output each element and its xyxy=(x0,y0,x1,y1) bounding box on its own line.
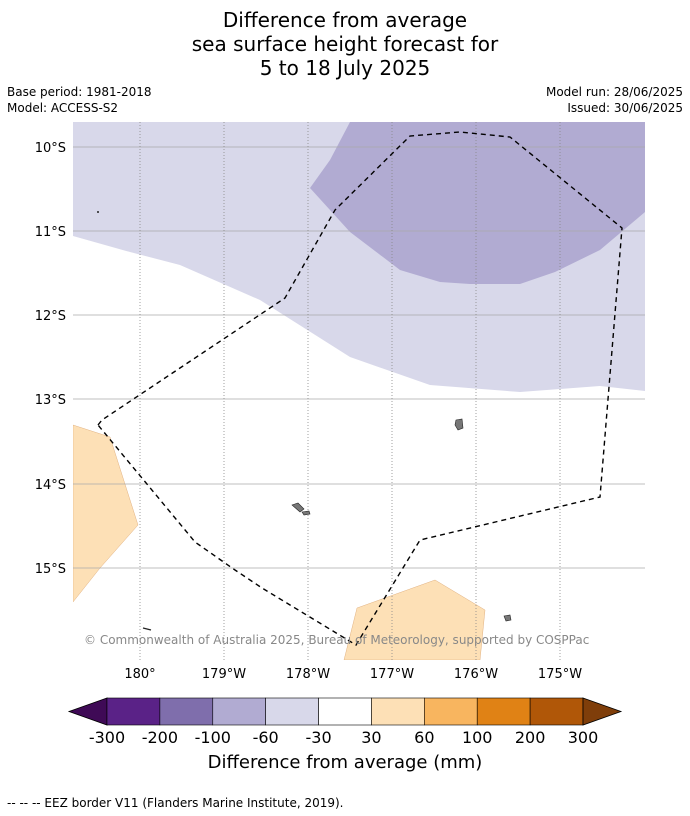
latitude-label: 13°S xyxy=(35,393,66,408)
longitude-label: 176°W xyxy=(454,667,498,682)
latitude-label: 14°S xyxy=(35,478,66,493)
longitude-label: 178°W xyxy=(286,667,330,682)
model-run: Model run: 28/06/2025 xyxy=(545,85,683,99)
issued-date: Issued: 30/06/2025 xyxy=(567,101,683,115)
title-line-2: sea surface height forecast for xyxy=(191,32,499,56)
meta-left: Base period: 1981-2018 Model: ACCESS-S2 xyxy=(7,84,152,116)
colorbar-over-extension xyxy=(582,697,623,726)
colorbar-tick-label: 100 xyxy=(462,728,493,747)
colorbar-tick-label: -60 xyxy=(253,728,279,747)
colorbar-tick-label: -200 xyxy=(142,728,178,747)
anomaly-region-plus30-plus60-south xyxy=(343,579,486,660)
island-shape xyxy=(454,418,464,431)
colorbar-bin xyxy=(106,697,161,726)
colorbar-tick-label: 200 xyxy=(515,728,546,747)
colorbar-bin xyxy=(476,697,531,726)
model-name: Model: ACCESS-S2 xyxy=(7,101,119,115)
title-line-1: Difference from average xyxy=(222,8,468,32)
colorbar-tick-label: -100 xyxy=(195,728,231,747)
island-shape xyxy=(301,510,311,516)
longitude-label: 180° xyxy=(124,667,155,682)
longitude-label: 179°W xyxy=(202,667,246,682)
longitude-labels: 180° 179°W 178°W 177°W 176°W 175°W xyxy=(124,667,582,682)
island-shape xyxy=(503,614,512,622)
anomaly-region-plus30-plus60-west xyxy=(73,424,139,603)
colorbar-under-extension xyxy=(67,697,108,726)
colorbar-label: Difference from average (mm) xyxy=(207,752,483,773)
latitude-label: 10°S xyxy=(35,141,66,156)
graticule xyxy=(73,122,645,660)
colorbar-tick-label: 30 xyxy=(361,728,381,747)
copyright-text: © Commonwealth of Australia 2025, Bureau… xyxy=(84,633,590,647)
colorbar-bin xyxy=(529,697,584,726)
colorbar-tick-label: -30 xyxy=(305,728,331,747)
island-shape xyxy=(291,502,305,513)
chart-title: Difference from average sea surface heig… xyxy=(0,8,690,80)
colorbar-bin xyxy=(424,697,478,726)
colorbar-bin xyxy=(212,697,266,726)
island-shape xyxy=(142,627,152,631)
colorbar-tick-label: 60 xyxy=(414,728,434,747)
colorbar-bin xyxy=(318,697,372,726)
colorbar-tick-label: -300 xyxy=(89,728,125,747)
colorbar-tick-label: 300 xyxy=(568,728,599,747)
colorbar-bin xyxy=(265,697,319,726)
latitude-label: 11°S xyxy=(35,225,66,240)
anomaly-region-minus60-minus100 xyxy=(310,122,645,284)
title-line-3: 5 to 18 July 2025 xyxy=(259,56,431,80)
island-shape xyxy=(97,211,99,213)
colorbar-bin xyxy=(371,697,425,726)
meta-right: Model run: 28/06/2025 Issued: 30/06/2025 xyxy=(546,84,683,116)
eez-border xyxy=(97,131,623,646)
map-area xyxy=(73,122,645,660)
longitude-label: 177°W xyxy=(370,667,414,682)
longitude-label: 175°W xyxy=(538,667,582,682)
latitude-label: 12°S xyxy=(35,309,66,324)
latitude-label: 15°S xyxy=(35,562,66,577)
base-period: Base period: 1981-2018 xyxy=(7,85,152,99)
latitude-labels: 10°S 11°S 12°S 13°S 14°S 15°S xyxy=(35,141,66,577)
colorbar-bin xyxy=(159,697,214,726)
colorbar: -300 -200 -100 -60 -30 30 60 100 200 300 xyxy=(67,697,623,747)
eez-footnote: -- -- -- EEZ border V11 (Flanders Marine… xyxy=(7,796,344,810)
